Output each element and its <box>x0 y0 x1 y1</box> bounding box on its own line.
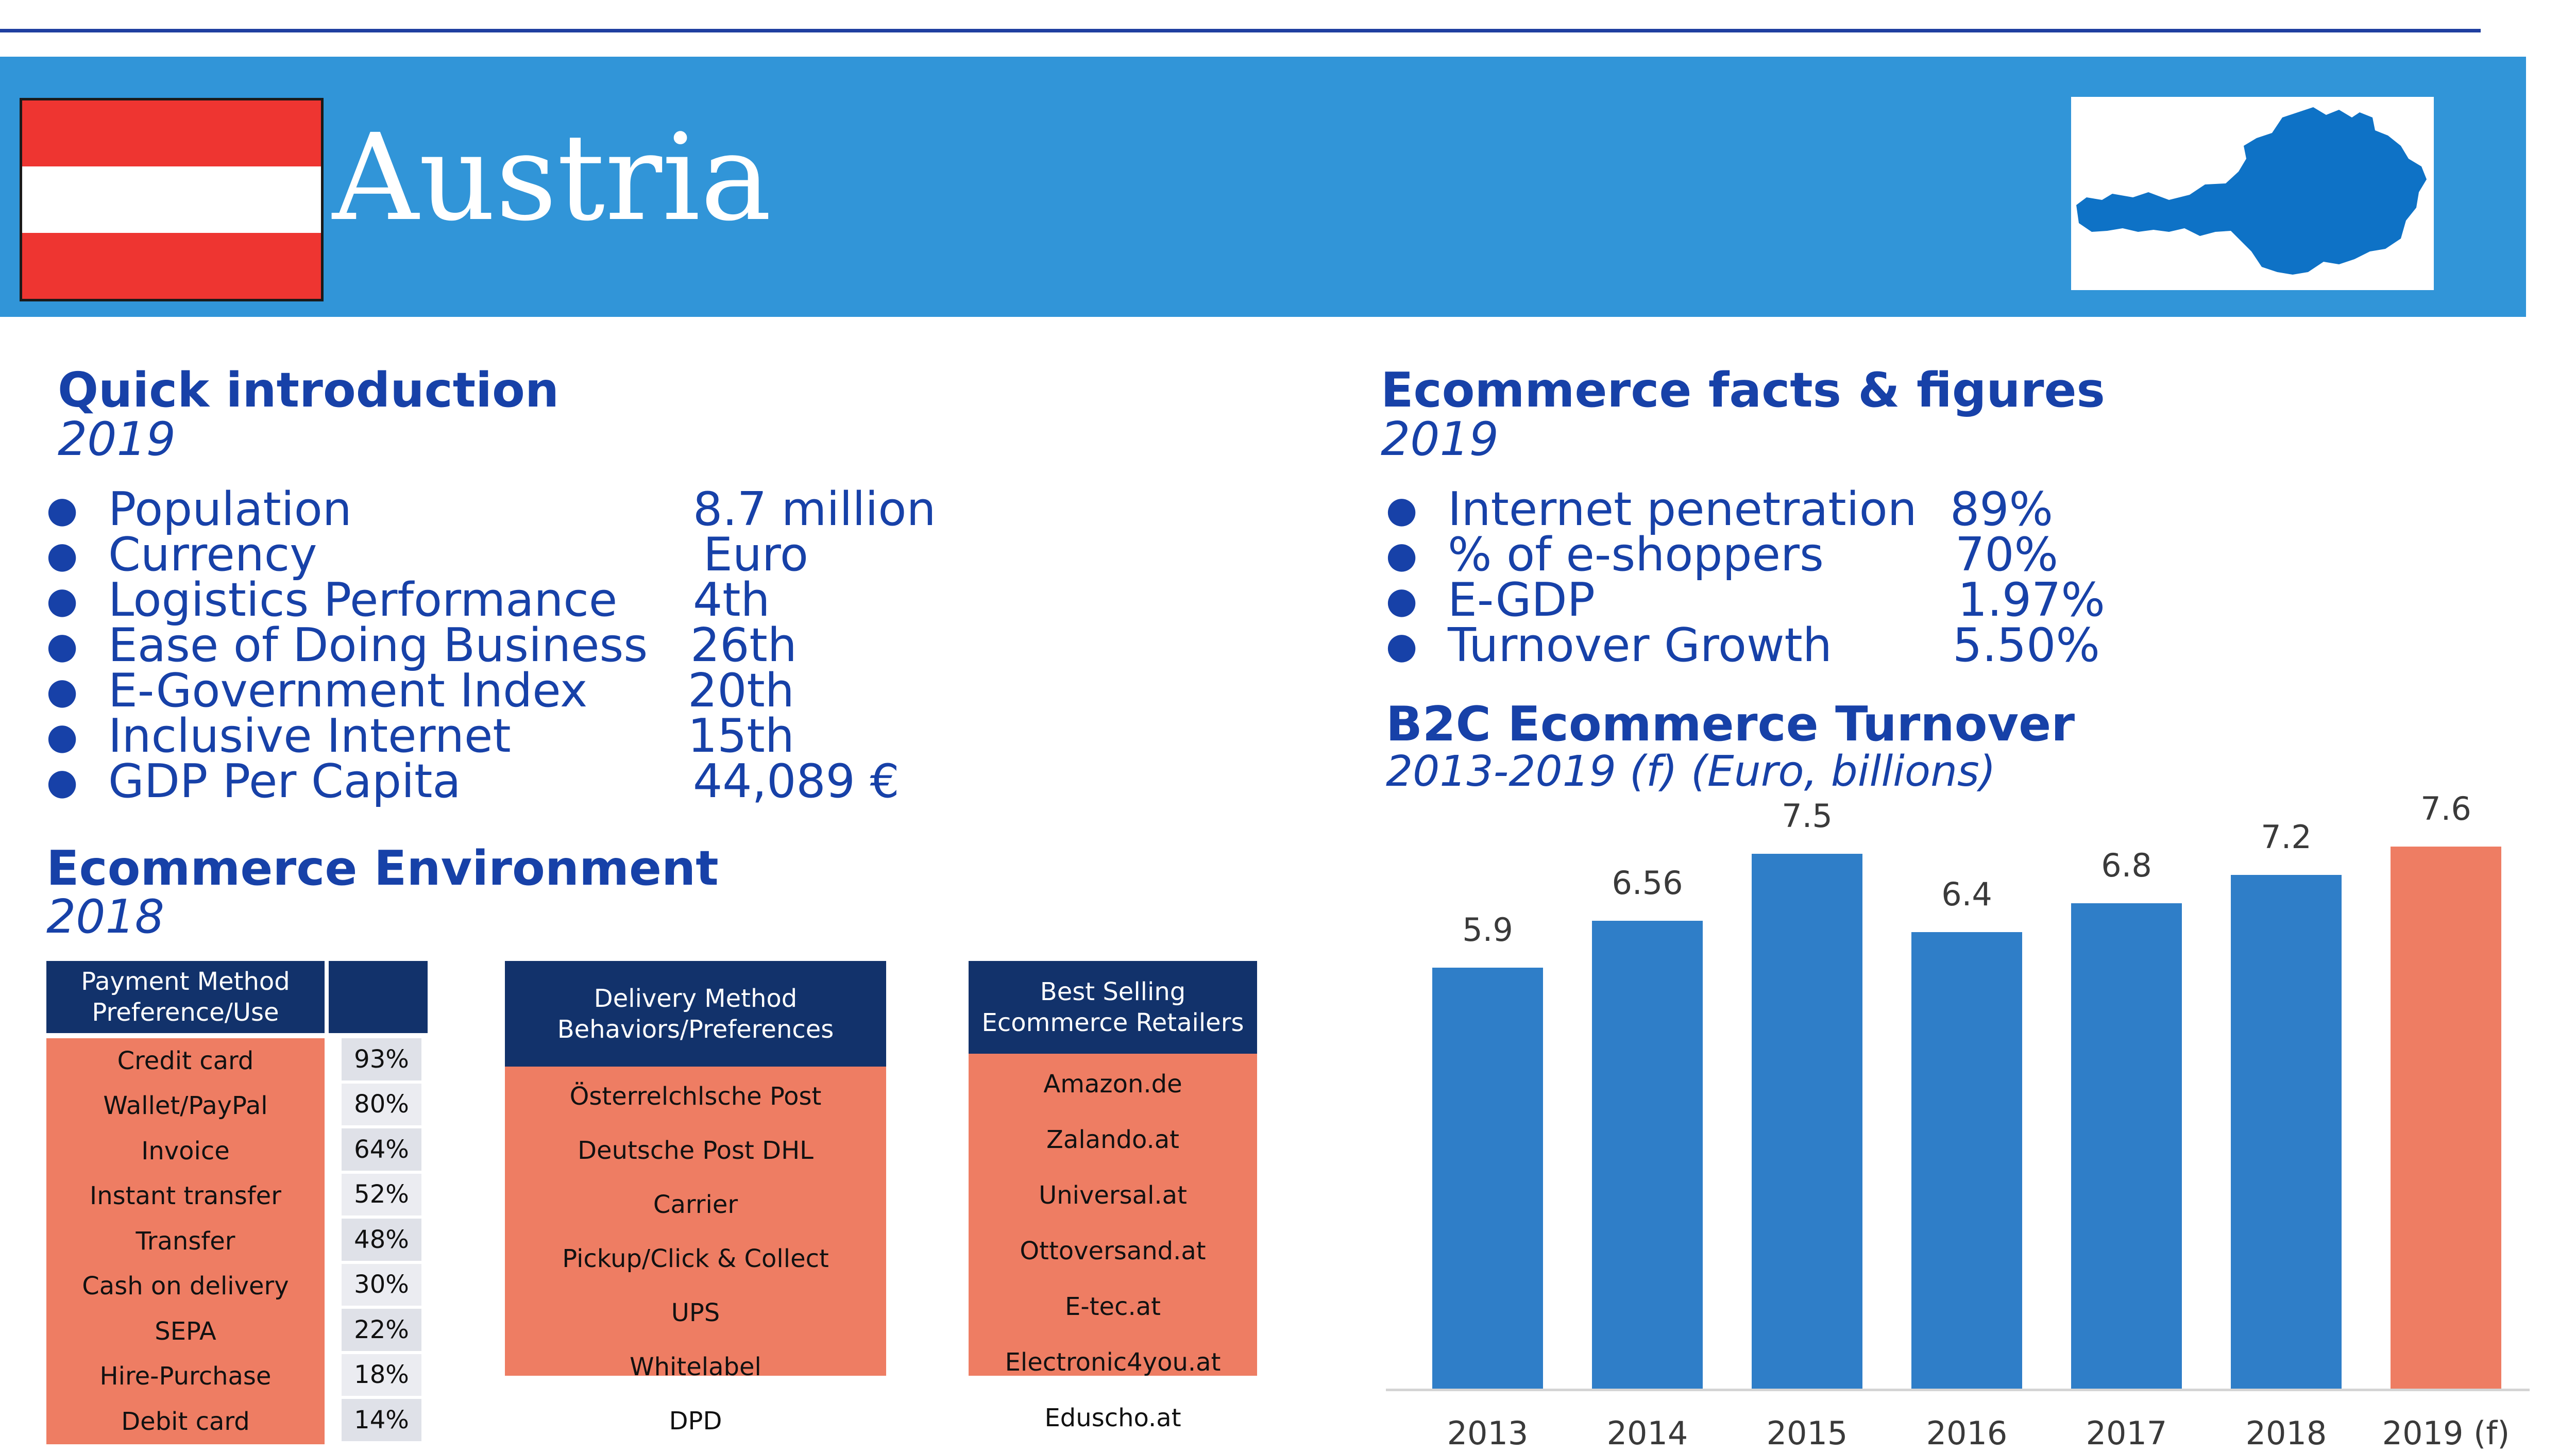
chart-category-label: 2015 <box>1766 1414 1848 1452</box>
delivery-table-body <box>505 1067 886 1376</box>
intro-year: 2019 <box>58 412 176 466</box>
chart-subtitle: 2013-2019 (f) (Euro, billions) <box>1386 747 1996 796</box>
retailers-table: Best Selling Ecommerce Retailers Amazon.… <box>969 961 1257 1443</box>
chart-bar <box>1592 920 1703 1389</box>
retailer-item: Amazon.de <box>1043 1070 1182 1099</box>
retailer-item: E-tec.at <box>1065 1292 1161 1321</box>
top-rule <box>0 29 2481 32</box>
chart-x-axis <box>1386 1389 2530 1391</box>
chart-value-label: 5.9 <box>1462 911 1513 949</box>
delivery-method-table: Delivery Method Behaviors/Preferences Ös… <box>505 961 886 1443</box>
chart-category-label: 2013 <box>1447 1414 1529 1452</box>
country-title: Austria <box>332 108 772 247</box>
payment-method-label: Hire-Purchase <box>46 1354 325 1399</box>
delivery-method-item: UPS <box>671 1298 720 1327</box>
payment-method-value: 80% <box>342 1083 421 1125</box>
payment-method-table: Payment Method Preference/Use Credit car… <box>46 961 428 1444</box>
payment-method-label: Credit card <box>46 1038 325 1084</box>
chart-category-label: 2018 <box>2245 1414 2327 1452</box>
payment-method-value: 93% <box>342 1038 421 1080</box>
facts-year: 2019 <box>1381 412 1499 466</box>
payment-method-label: Wallet/PayPal <box>46 1083 325 1128</box>
austria-map-icon <box>2071 97 2434 290</box>
payment-method-label: Instant transfer <box>46 1173 325 1219</box>
delivery-method-item: Deutsche Post DHL <box>578 1136 814 1165</box>
retailers-table-body <box>969 1054 1257 1376</box>
payment-method-label: Cash on delivery <box>46 1263 325 1309</box>
chart-category-label: 2016 <box>1926 1414 2008 1452</box>
chart-bar <box>1432 968 1543 1389</box>
chart-category-label: 2017 <box>2086 1414 2167 1452</box>
retailer-item: Ottoversand.at <box>1020 1237 1206 1265</box>
retailer-item: Zalando.at <box>1046 1125 1179 1154</box>
payment-method-value: 30% <box>342 1263 421 1306</box>
retailer-item: Eduscho.at <box>1044 1404 1181 1432</box>
payment-method-value: 64% <box>342 1128 421 1171</box>
chart-bar <box>1752 853 1862 1389</box>
payment-method-value: 22% <box>342 1309 421 1351</box>
chart-value-label: 7.6 <box>2420 789 2471 828</box>
facts-title: Ecommerce facts & figures <box>1381 362 2105 418</box>
delivery-method-item: Österrelchlsche Post <box>569 1082 822 1111</box>
environment-year: 2018 <box>46 890 165 944</box>
delivery-method-item: Pickup/Click & Collect <box>562 1244 829 1273</box>
chart-title: B2C Ecommerce Turnover <box>1386 696 2075 752</box>
delivery-method-item: DPD <box>669 1406 722 1436</box>
retailers-table-header: Best Selling Ecommerce Retailers <box>969 961 1257 1054</box>
chart-value-label: 6.56 <box>1612 864 1683 902</box>
delivery-method-item: Carrier <box>653 1190 738 1219</box>
chart-bar <box>2231 875 2342 1389</box>
payment-method-value: 52% <box>342 1173 421 1215</box>
retailer-item: Electronic4you.at <box>1005 1348 1221 1377</box>
payment-table-header-blank <box>329 961 428 1033</box>
intro-title: Quick introduction <box>58 362 560 418</box>
chart-bar <box>2391 846 2501 1389</box>
chart-category-label: 2014 <box>1606 1414 1688 1452</box>
chart-value-label: 6.8 <box>2101 847 2152 885</box>
chart-value-label: 6.4 <box>1941 875 1992 913</box>
delivery-table-header: Delivery Method Behaviors/Preferences <box>505 961 886 1067</box>
retailer-item: Universal.at <box>1039 1181 1187 1210</box>
payment-method-value: 18% <box>342 1354 421 1396</box>
payment-method-value: 14% <box>342 1399 421 1441</box>
payment-method-label: Transfer <box>46 1219 325 1264</box>
austria-flag-icon <box>20 98 324 301</box>
payment-method-value: 48% <box>342 1219 421 1261</box>
payment-method-label: SEPA <box>46 1309 325 1354</box>
payment-method-label: Debit card <box>46 1399 325 1444</box>
chart-category-label: 2019 (f) <box>2382 1414 2510 1452</box>
delivery-method-item: Whitelabel <box>630 1352 761 1381</box>
environment-title: Ecommerce Environment <box>46 840 719 896</box>
chart-value-label: 7.2 <box>2261 818 2312 856</box>
chart-bar <box>2071 903 2182 1389</box>
payment-table-header: Payment Method Preference/Use <box>46 961 325 1033</box>
chart-value-label: 7.5 <box>1782 797 1833 835</box>
payment-method-label: Invoice <box>46 1128 325 1174</box>
chart-bar <box>1911 932 2022 1389</box>
